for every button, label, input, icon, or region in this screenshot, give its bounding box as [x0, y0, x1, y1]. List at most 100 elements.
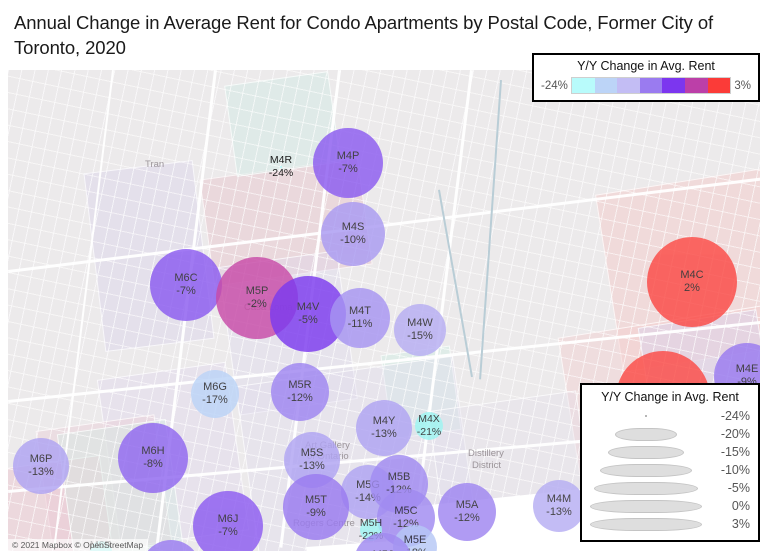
- size-legend-rows: -24% -20% -15% -10% -5% 0% 3%: [590, 407, 750, 533]
- bubble-value: -7%: [338, 163, 358, 175]
- map-bubble-m4w[interactable]: M4W -15%: [394, 304, 446, 356]
- map-bubble-m5j[interactable]: M5J-12%: [354, 533, 412, 551]
- bubble-label: M4P -7%: [337, 150, 360, 176]
- map-bubble-m6k[interactable]: M6K-9%: [141, 540, 201, 551]
- color-legend-max-label: 3%: [734, 79, 751, 92]
- color-legend-swatch-0: [571, 78, 595, 93]
- map-bubble-m6g[interactable]: M6G -17%: [191, 370, 239, 418]
- bubble-value: -18%: [402, 547, 428, 551]
- color-legend-ramp: [570, 77, 732, 94]
- bubble-label: M5T -9%: [305, 494, 327, 520]
- size-legend-symbol: [590, 461, 702, 479]
- size-legend-row: -20%: [590, 425, 750, 443]
- bubble-postal-code: M5C: [394, 505, 418, 517]
- size-legend-label: -5%: [727, 481, 750, 495]
- map-canvas[interactable]: Casa LomaArt Galleryof OntarioRogers Cen…: [8, 70, 760, 551]
- bubble-postal-code: M5H: [359, 517, 383, 529]
- bubble-value: -2%: [247, 298, 267, 310]
- size-legend-row: 0%: [590, 497, 750, 515]
- bubble-value: -15%: [407, 330, 433, 342]
- bubble-value: -10%: [340, 234, 366, 246]
- bubble-label: M6H -8%: [141, 445, 164, 471]
- bubble-value: -24%: [268, 167, 294, 179]
- bubble-postal-code: M4S: [341, 221, 365, 233]
- bubble-value: -13%: [28, 466, 54, 478]
- size-legend-row: 3%: [590, 515, 750, 533]
- size-legend-row: -24%: [590, 407, 750, 425]
- map-bubble-m4s[interactable]: M4S -10%: [321, 202, 385, 266]
- map-bubble-m4r[interactable]: M4R -24%: [269, 154, 294, 179]
- bubble-postal-code: M6P: [29, 453, 53, 465]
- size-legend-symbol: [590, 497, 702, 515]
- map-bubble-m6h[interactable]: M6H -8%: [118, 423, 188, 493]
- bubble-postal-code: M4R: [269, 154, 293, 166]
- map-bubble-m5a[interactable]: M5A -12%: [438, 483, 496, 541]
- color-legend-title: Y/Y Change in Avg. Rent: [577, 59, 715, 73]
- map-bubble-m6c[interactable]: M6C -7%: [150, 249, 222, 321]
- map-bubble-m6p[interactable]: M6P -13%: [13, 438, 69, 494]
- bubble-value: 2%: [684, 282, 700, 294]
- bubble-label: M4R -24%: [269, 154, 294, 180]
- bubble-label: M5J-12%: [370, 549, 396, 551]
- bubble-value: -8%: [143, 458, 163, 470]
- bubble-value: -11%: [347, 318, 373, 330]
- bubble-label: M5E-18%: [402, 534, 428, 551]
- bubble-value: -12%: [454, 512, 480, 524]
- bubble-value: -13%: [371, 428, 397, 440]
- color-legend-swatch-4: [662, 78, 686, 93]
- bubble-postal-code: M4M: [546, 493, 572, 505]
- size-legend-bar: [608, 445, 684, 459]
- bubble-postal-code: M5P: [245, 285, 269, 297]
- size-legend-row: -15%: [590, 443, 750, 461]
- map-bubble-m6j[interactable]: M6J -7%: [193, 491, 263, 551]
- bubble-value: -7%: [176, 285, 196, 297]
- bubble-label: M5R -12%: [287, 379, 313, 405]
- color-legend-swatch-2: [617, 78, 640, 93]
- color-legend-swatch-1: [594, 78, 618, 93]
- bubble-value: -13%: [546, 506, 572, 518]
- bubble-value: -12%: [287, 392, 313, 404]
- bubble-label: M4W -15%: [407, 317, 433, 343]
- bubble-postal-code: M5R: [288, 379, 312, 391]
- map-bubble-m4t[interactable]: M4T -11%: [330, 288, 390, 348]
- bubble-label: M6J -7%: [218, 513, 239, 539]
- color-legend-swatch-6: [707, 78, 731, 93]
- size-legend-symbol: [590, 425, 702, 443]
- bubble-label: M4V -5%: [297, 301, 320, 327]
- bubble-postal-code: M4E: [735, 363, 759, 375]
- map-attribution: © 2021 Mapbox © OpenStreetMap: [8, 539, 149, 551]
- map-bubble-m4p[interactable]: M4P -7%: [313, 128, 383, 198]
- bubble-postal-code: M6J: [217, 513, 239, 525]
- bubble-postal-code: M5J: [370, 549, 396, 551]
- map-bubble-m4y[interactable]: M4Y -13%: [356, 400, 412, 456]
- size-legend-dot: [645, 415, 647, 417]
- size-legend-row: -5%: [590, 479, 750, 497]
- size-legend-bar: [594, 481, 698, 495]
- bubble-label: M5S -13%: [299, 447, 325, 473]
- size-legend-symbol: [590, 443, 702, 461]
- size-legend-row: -10%: [590, 461, 750, 479]
- map-bubble-m4m[interactable]: M4M -13%: [533, 480, 585, 532]
- bubble-value: -7%: [218, 526, 238, 538]
- map-bubble-m5r[interactable]: M5R -12%: [271, 363, 329, 421]
- map-bubble-m4x[interactable]: M4X -21%: [415, 412, 443, 440]
- bubble-postal-code: M5A: [455, 499, 479, 511]
- map-bubble-m4c[interactable]: M4C 2%: [647, 237, 737, 327]
- bubble-postal-code: M5E: [403, 534, 427, 546]
- bubble-postal-code: M4W: [407, 317, 433, 329]
- bubble-label: M5P -2%: [246, 285, 269, 311]
- bubble-value: -5%: [298, 314, 318, 326]
- bubble-postal-code: M4V: [296, 301, 320, 313]
- bubble-postal-code: M4Y: [372, 415, 396, 427]
- bubble-label: M6P -13%: [28, 453, 54, 479]
- map-bubble-m5t[interactable]: M5T -9%: [283, 474, 349, 540]
- bubble-postal-code: M4X: [418, 413, 440, 425]
- size-legend-label: -24%: [720, 409, 750, 423]
- bubble-postal-code: M4P: [336, 150, 360, 162]
- color-legend: Y/Y Change in Avg. Rent -24% 3%: [532, 53, 760, 102]
- size-legend-symbol: [590, 515, 702, 533]
- size-legend-bar: [590, 517, 702, 531]
- bubble-postal-code: M4T: [349, 305, 371, 317]
- bubble-label: M4M -13%: [546, 493, 572, 519]
